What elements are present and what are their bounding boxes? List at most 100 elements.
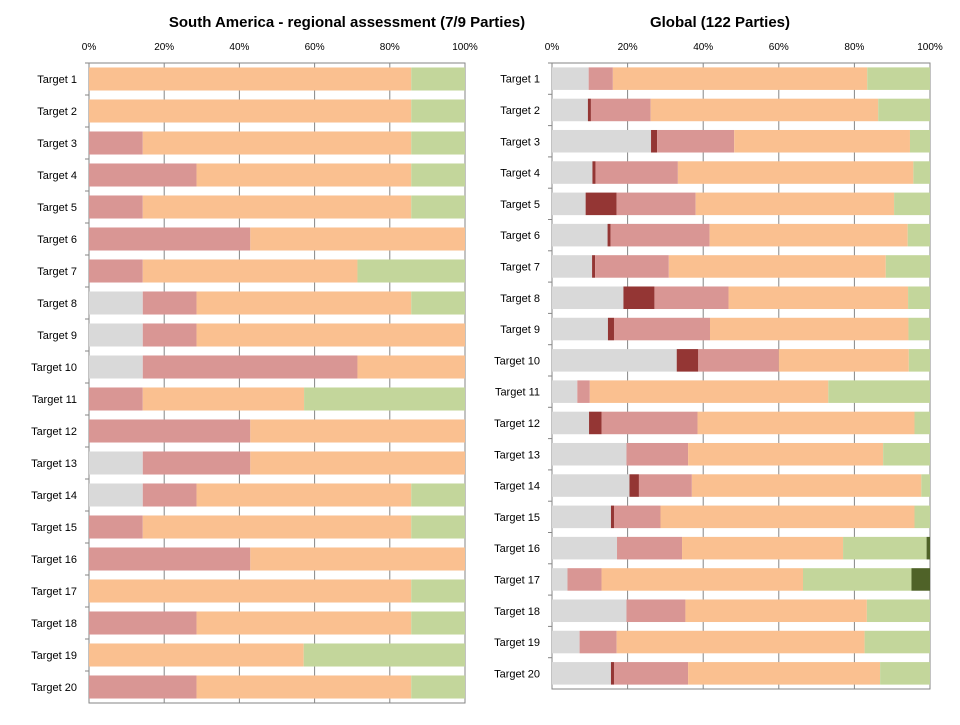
bar-segment-dark-red [589,411,602,435]
category-label: Target 20 [494,668,540,680]
category-label: Target 15 [494,512,540,524]
bar-segment-green [843,536,927,560]
bar-segment-pink [595,255,669,278]
bar-segment-orange [196,611,412,635]
category-label: Target 18 [494,606,540,618]
bar-segment-orange [695,192,895,216]
bar-segment-grey [552,98,588,122]
x-tick-label: 60% [305,42,325,53]
bar-segment-orange [601,568,803,591]
category-label: Target 10 [494,355,540,367]
bar-segment-green [828,380,930,403]
bar-segment-grey [552,568,568,591]
bar-segment-green [885,255,930,278]
bar-segment-pink [579,630,617,654]
bar-segment-dark-red [623,286,655,310]
bar-segment-pink [638,474,692,497]
bar-segment-orange [668,255,886,278]
bar-segment-pink [654,286,729,310]
chart-title-south-america: South America - regional assessment (7/9… [169,14,525,31]
bar-segment-green [303,643,465,667]
category-label: Target 16 [31,554,77,566]
x-tick-label: 40% [229,42,249,53]
bar-segment-green [878,98,930,122]
chart-south-america: 0% 20% 40% 60% 80% 100% Target 1 Target 2 Target… [31,42,478,704]
category-label: Target 11 [495,387,540,399]
category-label: Target 16 [494,543,540,555]
bar-segment-green [894,192,930,216]
bar-segment-pink [613,662,689,685]
category-label: Target 4 [37,170,77,182]
category-label: Target 9 [500,324,540,336]
bar-segment-green [866,599,930,623]
category-label: Target 6 [37,234,77,246]
bar-segment-orange [612,67,868,90]
x-tick-label: 80% [844,42,864,53]
plot-area-frame [551,62,931,690]
bar-segment-dark-red [607,317,614,341]
bar-segment-pink [577,380,590,403]
bar-segment-grey [552,505,611,529]
bar-segment-orange [250,227,465,251]
bar-segment-orange [142,259,358,283]
category-label: Target 17 [31,586,77,598]
bar-segment-pink [89,131,143,155]
bar-segment-pink [89,387,143,411]
bar-segment-dark-red [610,662,614,685]
category-label: Target 1 [37,74,77,86]
chart-title-global: Global (122 Parties) [650,14,790,31]
bar-segment-dark-red [592,161,596,184]
bar-segment-dark-red [629,474,639,497]
bar-segment-orange [709,223,908,247]
category-label: Target 9 [37,330,77,342]
category-label: Target 7 [500,261,540,273]
bar-segment-orange [697,411,915,435]
category-label: Target 1 [500,74,540,86]
x-tick-label: 0% [82,42,97,53]
bar-segment-dark-red [676,349,699,372]
bar-segment-dark-red [592,255,596,278]
plot-area-frame [88,62,466,704]
bar-segment-dark-red [587,98,591,122]
bar-segment-grey [89,291,143,315]
category-label: Target 18 [31,618,77,630]
bar-segment-pink [142,355,358,379]
bar-segment-green [914,505,930,529]
bar-segment-pink [89,547,251,571]
bar-segment-grey [552,662,611,685]
category-label: Target 8 [500,293,540,305]
bar-segment-green [411,163,465,187]
bar-segment-orange [89,643,304,667]
bar-segment-pink [613,505,661,529]
bar-segment-green [908,317,930,341]
bar-segment-orange [250,419,465,443]
category-label: Target 14 [31,490,77,502]
bar-segment-green [411,99,465,123]
bar-segment-green [907,223,930,247]
bar-segment-pink [89,227,251,251]
bar-segment-pink [616,192,696,216]
x-tick-label: 20% [154,42,174,53]
bar-segment-green [864,630,930,654]
x-tick-label: 100% [452,42,478,53]
bar-segment-green [411,131,465,155]
bar-segment-green [411,483,465,507]
bar-segment-grey [552,192,586,216]
bar-segment-grey [552,223,608,247]
bar-segment-grey [552,255,593,278]
bar-segment-grey [89,451,143,475]
bar-segment-orange [688,662,881,685]
bar-segment-pink [610,223,710,247]
bar-segment-pink [590,98,651,122]
bar-segment-pink [142,291,197,315]
bar-segment-orange [650,98,879,122]
chart-global: 0% 20% 40% 60% 80% 100% Target 1 Target 2 Target… [494,42,943,690]
bar-segment-dark-red [610,505,614,529]
bar-segment-orange [196,291,412,315]
category-label: Target 2 [500,105,540,117]
bar-segment-pink [89,675,197,699]
bar-segment-green [304,387,465,411]
category-label: Target 7 [37,266,77,278]
bar-segment-pink [617,536,683,560]
